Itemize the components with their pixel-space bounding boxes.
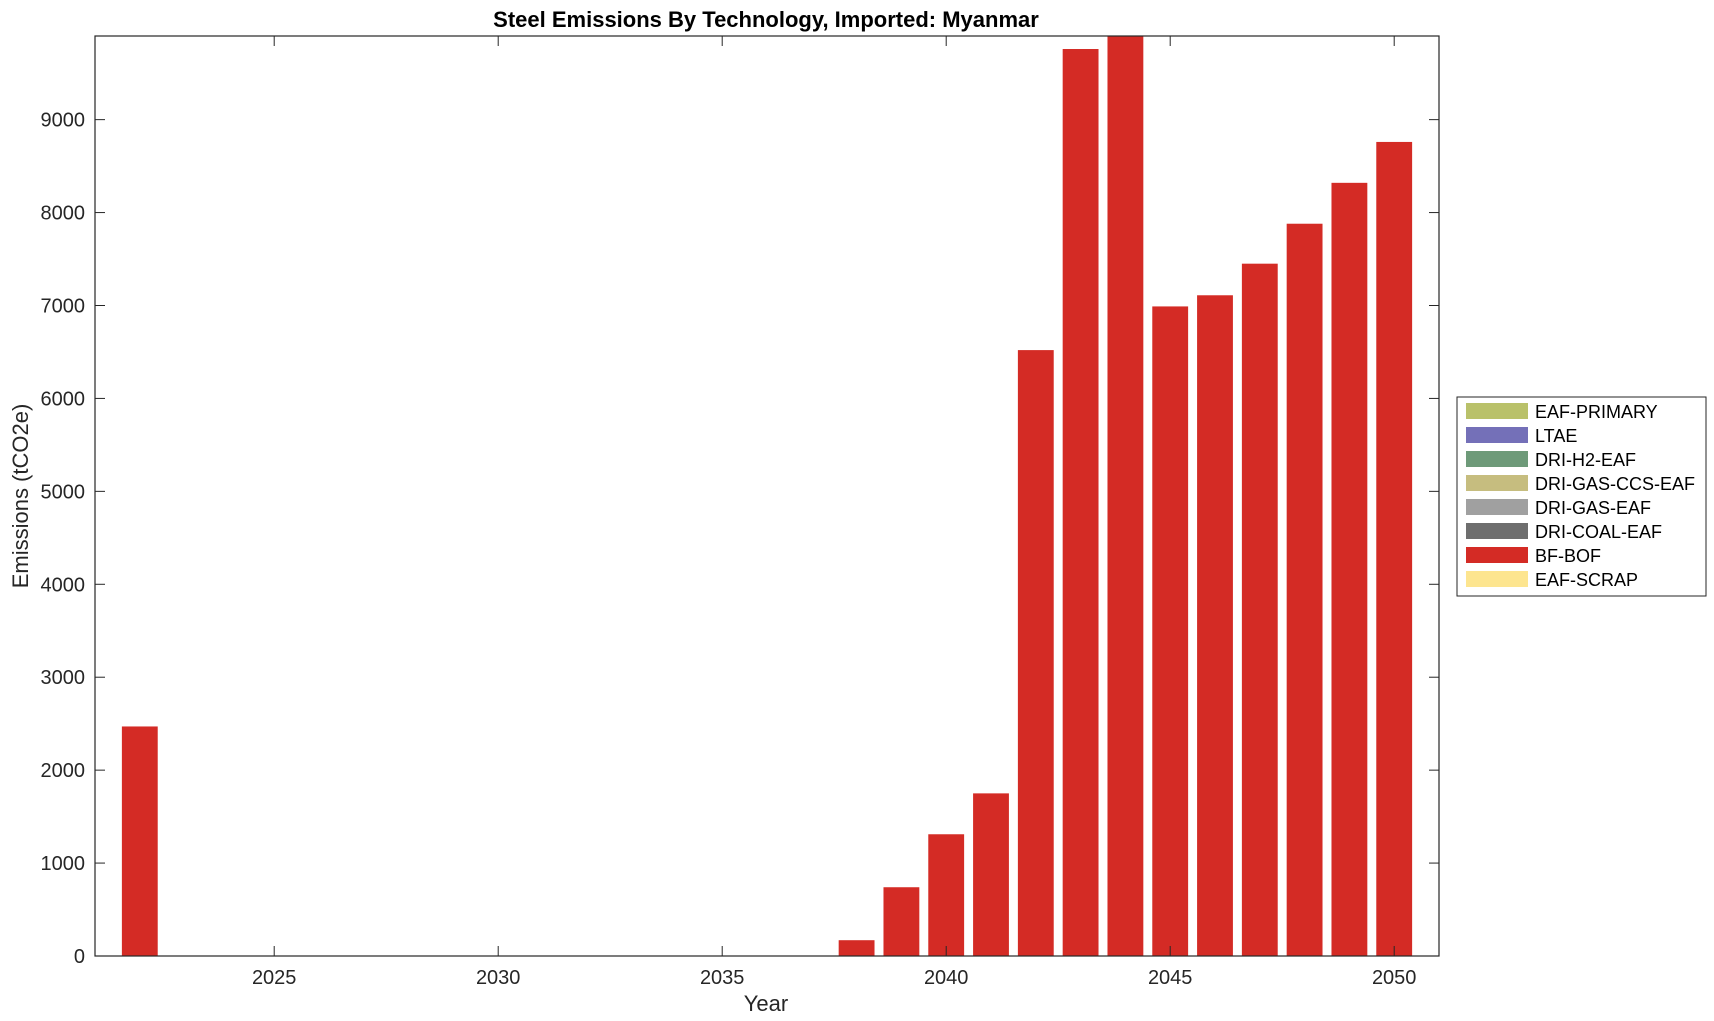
legend-label-bf-bof: BF-BOF (1535, 546, 1601, 566)
legend-swatch-eaf-primary (1466, 403, 1528, 419)
y-tick-label: 2000 (41, 760, 86, 782)
bar-bf-bof-2043 (1062, 49, 1099, 956)
x-axis-title: Year (744, 991, 788, 1016)
legend-label-dri-h2-eaf: DRI-H2-EAF (1535, 450, 1636, 470)
bar-bf-bof-2040 (928, 834, 965, 956)
bar-bf-bof-2050 (1376, 141, 1413, 956)
bar-bf-bof-2045 (1152, 306, 1189, 956)
bar-bf-bof-2038 (838, 940, 875, 956)
x-tick-label: 2050 (1372, 967, 1417, 989)
legend-swatch-dri-gas-eaf (1466, 499, 1528, 515)
ticks-layer: 2025 2030 2035 2040 2045 2050 0 1000 2000 3000 400… (41, 36, 1439, 989)
legend-label-dri-gas-eaf: DRI-GAS-EAF (1535, 498, 1651, 518)
x-tick-label: 2040 (924, 967, 969, 989)
bar-bf-bof-2044 (1107, 36, 1144, 956)
legend-label-ltae: LTAE (1535, 426, 1577, 446)
bar-bf-bof-2046 (1197, 295, 1233, 956)
legend-swatch-dri-coal-eaf (1466, 523, 1528, 539)
y-tick-label: 8000 (41, 203, 86, 225)
x-tick-label: 2025 (252, 967, 297, 989)
chart-title: Steel Emissions By Technology, Imported:… (493, 7, 1039, 32)
legend-box (1456, 396, 1707, 597)
legend-swatch-bf-bof (1466, 547, 1528, 563)
y-tick-label: 4000 (41, 574, 86, 596)
legend-label-dri-coal-eaf: DRI-COAL-EAF (1535, 522, 1662, 542)
plot-frame (94, 35, 1440, 957)
bar-bf-bof-2041 (973, 793, 1009, 956)
y-tick-label: 6000 (41, 388, 86, 410)
legend-swatch-dri-h2-eaf (1466, 451, 1528, 467)
y-tick-label: 3000 (41, 667, 86, 689)
legend-items: EAF-PRIMARY LTAE DRI-H2-EAF DRI-GAS-CCS-EAF… (1466, 402, 1695, 590)
y-tick-label: 5000 (41, 481, 86, 503)
plot-area (95, 36, 1439, 956)
y-tick-label: 9000 (41, 110, 86, 132)
legend-swatch-ltae (1466, 427, 1528, 443)
y-tick-label: 7000 (41, 295, 86, 317)
bar-bf-bof-2048 (1286, 223, 1323, 957)
y-tick-label: 0 (74, 946, 85, 968)
bar-bf-bof-2039 (883, 887, 920, 956)
bar-bf-bof-2022 (121, 726, 158, 956)
legend-label-eaf-primary: EAF-PRIMARY (1535, 402, 1658, 422)
x-tick-label: 2030 (476, 967, 521, 989)
y-axis-title: Emissions (tCO2e) (8, 404, 33, 589)
legend: EAF-PRIMARY LTAE DRI-H2-EAF DRI-GAS-CCS-EAF… (1456, 396, 1707, 597)
legend-swatch-dri-gas-ccs-eaf (1466, 475, 1528, 491)
legend-swatch-eaf-scrap (1466, 571, 1528, 587)
bars-layer (121, 36, 1413, 957)
legend-label-dri-gas-ccs-eaf: DRI-GAS-CCS-EAF (1535, 474, 1695, 494)
bar-bf-bof-2049 (1331, 182, 1368, 956)
x-tick-label: 2045 (1148, 967, 1193, 989)
x-tick-label: 2035 (700, 967, 745, 989)
legend-label-eaf-scrap: EAF-SCRAP (1535, 570, 1638, 590)
bar-bf-bof-2042 (1017, 350, 1054, 957)
y-tick-label: 1000 (41, 853, 86, 875)
bar-bf-bof-2047 (1241, 263, 1278, 956)
